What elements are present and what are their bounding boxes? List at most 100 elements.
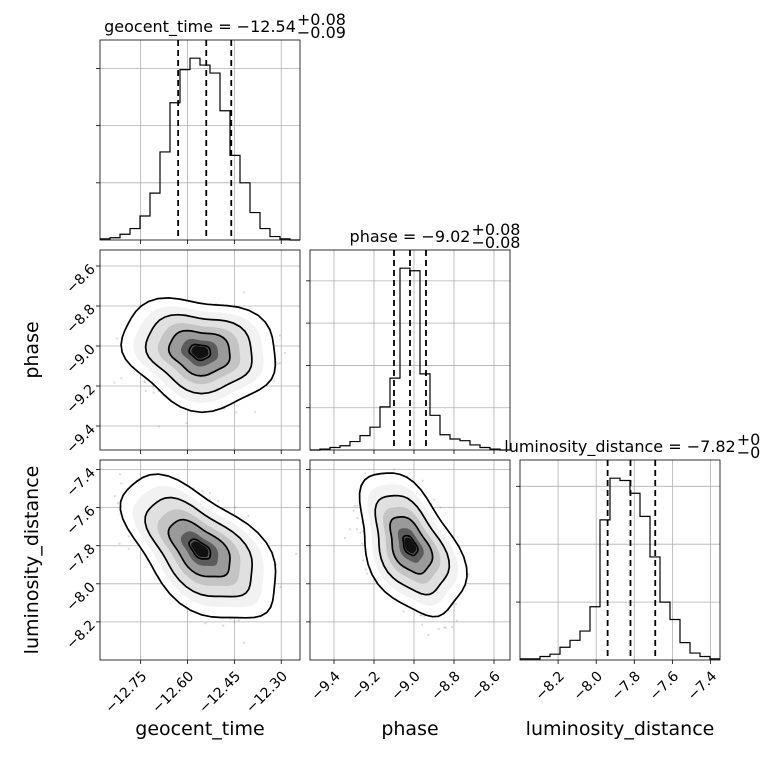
sample-point bbox=[356, 517, 359, 520]
sample-point bbox=[222, 624, 225, 627]
y-tick-label-luminosity_distance: −8.2 bbox=[63, 617, 98, 652]
contour-line-3 bbox=[402, 534, 419, 557]
sample-point bbox=[364, 568, 367, 571]
sample-point bbox=[204, 622, 207, 625]
sample-point bbox=[120, 482, 123, 485]
sample-point bbox=[143, 380, 146, 383]
sample-point bbox=[455, 619, 458, 622]
sample-point bbox=[127, 535, 130, 538]
sample-point bbox=[242, 291, 246, 294]
contour-line-0 bbox=[120, 297, 277, 414]
sample-point bbox=[237, 619, 240, 622]
contour-line-0 bbox=[358, 472, 468, 618]
density-level-6 bbox=[404, 537, 417, 554]
sample-point bbox=[278, 334, 281, 337]
y-tick-label-phase: −8.8 bbox=[63, 301, 98, 336]
contour-line-3 bbox=[188, 343, 212, 362]
axes-frame-phase bbox=[309, 249, 511, 451]
hist-panel-phase: phase = −9.02 +0.08−0.08 bbox=[306, 220, 520, 451]
sample-point bbox=[392, 468, 396, 471]
sample-point bbox=[276, 362, 279, 365]
contour-line-3 bbox=[188, 538, 212, 560]
sample-point bbox=[366, 572, 369, 575]
joint-content bbox=[343, 468, 470, 636]
sample-point bbox=[119, 473, 122, 476]
sample-point bbox=[115, 337, 119, 340]
x-tick-label-luminosity_distance: −8.2 bbox=[532, 668, 567, 703]
sample-point bbox=[278, 362, 281, 365]
sample-point bbox=[185, 421, 188, 425]
title-value: phase = −9.02 bbox=[350, 227, 471, 246]
sample-point bbox=[116, 502, 120, 505]
y-tick-label-luminosity_distance: −7.8 bbox=[63, 541, 98, 576]
y-tick-label-phase: −9.4 bbox=[63, 421, 98, 456]
sample-point bbox=[235, 411, 238, 414]
sample-point bbox=[427, 633, 430, 636]
x-tick-label-phase: −9.4 bbox=[308, 668, 343, 703]
joint-panel-geocent_time-phase bbox=[99, 249, 301, 451]
contour-line-2 bbox=[389, 516, 434, 575]
title-geocent_time: geocent_time = −12.54 bbox=[104, 17, 296, 37]
sample-point bbox=[127, 547, 130, 550]
sample-point bbox=[217, 500, 220, 503]
title-plus-error: +0.08 bbox=[471, 220, 520, 239]
sample-point bbox=[348, 528, 351, 531]
sample-point bbox=[208, 492, 212, 495]
sample-point bbox=[343, 537, 347, 540]
sample-point bbox=[201, 490, 204, 493]
sample-point bbox=[157, 425, 160, 428]
sample-point bbox=[279, 586, 282, 589]
sample-point bbox=[118, 542, 121, 545]
sample-point bbox=[295, 552, 298, 555]
title-value: luminosity_distance = −7.82 bbox=[504, 437, 735, 457]
sample-point bbox=[454, 602, 458, 606]
sample-point bbox=[353, 504, 356, 507]
joint-content bbox=[113, 291, 287, 428]
y-tick-label-phase: −8.6 bbox=[63, 261, 98, 296]
sample-point bbox=[151, 385, 155, 388]
title-value: geocent_time = −12.54 bbox=[104, 17, 296, 37]
sample-point bbox=[437, 628, 440, 631]
title-minus-error: −0.09 bbox=[297, 23, 346, 42]
sample-point bbox=[359, 531, 362, 534]
x-axis-label-luminosity_distance: luminosity_distance bbox=[526, 718, 715, 740]
sample-point bbox=[361, 542, 364, 545]
x-tick-label-luminosity_distance: −7.8 bbox=[609, 668, 644, 703]
title-phase: phase = −9.02 bbox=[350, 227, 471, 246]
sample-point bbox=[283, 351, 287, 355]
contour-line-2 bbox=[167, 518, 231, 578]
y-tick-label-luminosity_distance: −7.6 bbox=[63, 503, 98, 538]
joint-panel-geocent_time-luminosity_distance bbox=[99, 459, 301, 661]
sample-point bbox=[144, 389, 147, 392]
title-luminosity_distance: luminosity_distance = −7.82 bbox=[504, 437, 735, 457]
axes-frame-geocent_time bbox=[99, 39, 301, 241]
sample-point bbox=[120, 377, 123, 380]
y-tick-label-luminosity_distance: −8.0 bbox=[63, 579, 98, 614]
sample-point bbox=[361, 559, 365, 562]
y-axis-label-luminosity_distance: luminosity_distance bbox=[21, 466, 43, 655]
axes-frame bbox=[309, 459, 511, 661]
sample-point bbox=[450, 625, 454, 628]
title-minus-error: −0.12 bbox=[737, 443, 760, 462]
joint-panel-phase-luminosity_distance bbox=[309, 459, 511, 661]
y-axis-label-phase: phase bbox=[21, 321, 43, 378]
title-minus-error: −0.08 bbox=[471, 233, 520, 252]
hist-panel-geocent_time: geocent_time = −12.54 +0.08−0.09 bbox=[96, 10, 346, 241]
contour-line-1 bbox=[144, 313, 253, 395]
hist-panel-luminosity_distance: luminosity_distance = −7.82+0.13−0.12 bbox=[504, 430, 760, 661]
contour-line-0 bbox=[119, 473, 277, 619]
contour-line-1 bbox=[144, 496, 254, 598]
sample-point bbox=[433, 498, 436, 501]
x-tick-label-phase: −9.0 bbox=[388, 668, 423, 703]
sample-point bbox=[233, 620, 236, 623]
histogram-geocent_time bbox=[100, 57, 300, 241]
sample-point bbox=[234, 506, 237, 509]
x-axis-label-geocent_time: geocent_time bbox=[135, 718, 264, 740]
histogram-luminosity_distance bbox=[520, 477, 720, 660]
sample-point bbox=[439, 506, 442, 509]
sample-point bbox=[273, 380, 276, 383]
sample-point bbox=[355, 527, 359, 531]
sample-point bbox=[152, 391, 155, 394]
sample-point bbox=[467, 573, 470, 576]
